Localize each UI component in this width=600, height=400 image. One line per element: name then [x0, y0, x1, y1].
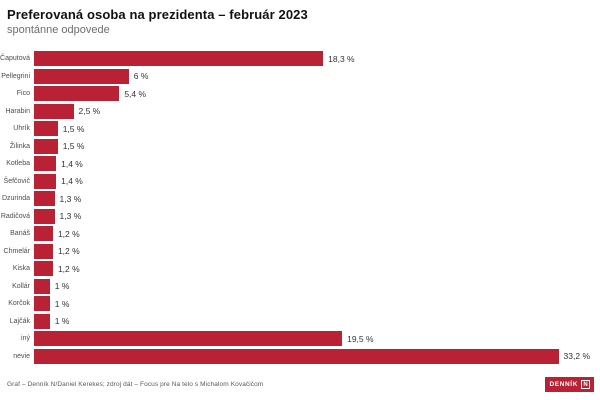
source-credit: Graf – Denník N/Daniel Kerekes; zdroj dá…: [7, 381, 264, 388]
chart-subtitle: spontánne odpovede: [7, 24, 110, 36]
category-label: Pellegrini: [1, 72, 30, 80]
bar-row: Pellegrini 6 %: [0, 68, 600, 86]
category-label: Kotleba: [6, 160, 30, 168]
chart-title: Preferovaná osoba na prezidenta – februá…: [7, 7, 308, 22]
value-label: 1 %: [54, 281, 70, 292]
bar-row: Korčok 1 %: [0, 295, 600, 313]
bar: [34, 156, 57, 172]
bar: [34, 138, 58, 154]
bar: [34, 313, 50, 329]
bar-row: Kotleba 1,4 %: [0, 155, 600, 173]
category-label: nevie: [13, 352, 30, 360]
value-label: 1,5 %: [62, 123, 85, 134]
bar-row: nevie 33,2 %: [0, 348, 600, 366]
bar: [34, 278, 50, 294]
bar-row: Čaputová 18,3 %: [0, 50, 600, 68]
category-label: Čaputová: [0, 55, 30, 63]
category-label: Dzurinda: [1, 195, 30, 203]
bar-row: Kiska 1,2 %: [0, 260, 600, 278]
value-label: 1,4 %: [61, 176, 83, 187]
bar-row: Fico 5,4 %: [0, 85, 600, 103]
bar: [34, 331, 343, 347]
bar: [34, 243, 53, 259]
category-label: Fico: [16, 90, 30, 98]
bar: [34, 86, 120, 102]
bar: [34, 121, 58, 137]
category-label: Radičová: [0, 212, 30, 220]
bar-row: Lajčák 1 %: [0, 313, 600, 331]
value-label: 18,3 %: [328, 53, 355, 64]
bar-row: Radičová 1,3 %: [0, 208, 600, 226]
bar-row: Chmelár 1,2 %: [0, 243, 600, 261]
bar: [34, 103, 74, 119]
category-label: Kiska: [12, 265, 30, 273]
bar: [34, 261, 53, 277]
category-label: Lajčák: [9, 317, 30, 325]
category-label: iný: [21, 335, 30, 343]
value-label: 1 %: [54, 298, 70, 309]
bar: [34, 191, 55, 207]
bar-row: Dzurinda 1,3 %: [0, 190, 600, 208]
category-label: Žilinka: [9, 142, 30, 150]
value-label: 1,3 %: [59, 211, 82, 222]
bar: [34, 68, 129, 84]
bar-row: iný 19,5 %: [0, 330, 600, 348]
bar: [34, 226, 53, 242]
bar-row: Uhrík 1,5 %: [0, 120, 600, 138]
footer: Graf – Denník N/Daniel Kerekes; zdroj dá…: [7, 377, 594, 392]
bar: [34, 296, 50, 312]
value-label: 2,5 %: [78, 106, 101, 117]
dennikn-logo: DENNÍK N: [545, 377, 594, 392]
value-label: 1,4 %: [61, 158, 83, 169]
dennikn-n-icon: N: [581, 380, 590, 389]
bar: [34, 173, 57, 189]
value-label: 1,2 %: [57, 263, 80, 274]
value-label: 1,5 %: [62, 141, 85, 152]
value-label: 19,5 %: [347, 333, 374, 344]
bar-row: Žilinka 1,5 %: [0, 138, 600, 156]
bar-chart: Čaputová 18,3 % Pellegrini 6 % Fico 5,4 % Hara…: [0, 50, 600, 365]
category-label: Banáš: [10, 230, 30, 238]
bar: [34, 51, 324, 67]
category-label: Uhrík: [13, 125, 30, 133]
category-label: Harabin: [5, 107, 30, 115]
value-label: 5,4 %: [124, 88, 147, 99]
value-label: 33,2 %: [563, 351, 591, 362]
value-label: 1,2 %: [57, 246, 80, 257]
category-label: Korčok: [8, 300, 30, 308]
bar: [34, 208, 55, 224]
category-label: Chmelár: [3, 247, 30, 255]
category-label: Šefčovič: [3, 177, 30, 185]
value-label: 6 %: [133, 71, 149, 82]
value-label: 1,2 %: [57, 228, 80, 239]
value-label: 1 %: [54, 316, 70, 327]
value-label: 1,3 %: [59, 193, 82, 204]
bar: [34, 348, 559, 364]
dennikn-logo-text: DENNÍK: [549, 381, 578, 388]
bar-row: Šefčovič 1,4 %: [0, 173, 600, 191]
bar-row: Harabin 2,5 %: [0, 103, 600, 121]
bar-row: Banáš 1,2 %: [0, 225, 600, 243]
category-label: Kollár: [12, 282, 30, 290]
bar-row: Kollár 1 %: [0, 278, 600, 296]
